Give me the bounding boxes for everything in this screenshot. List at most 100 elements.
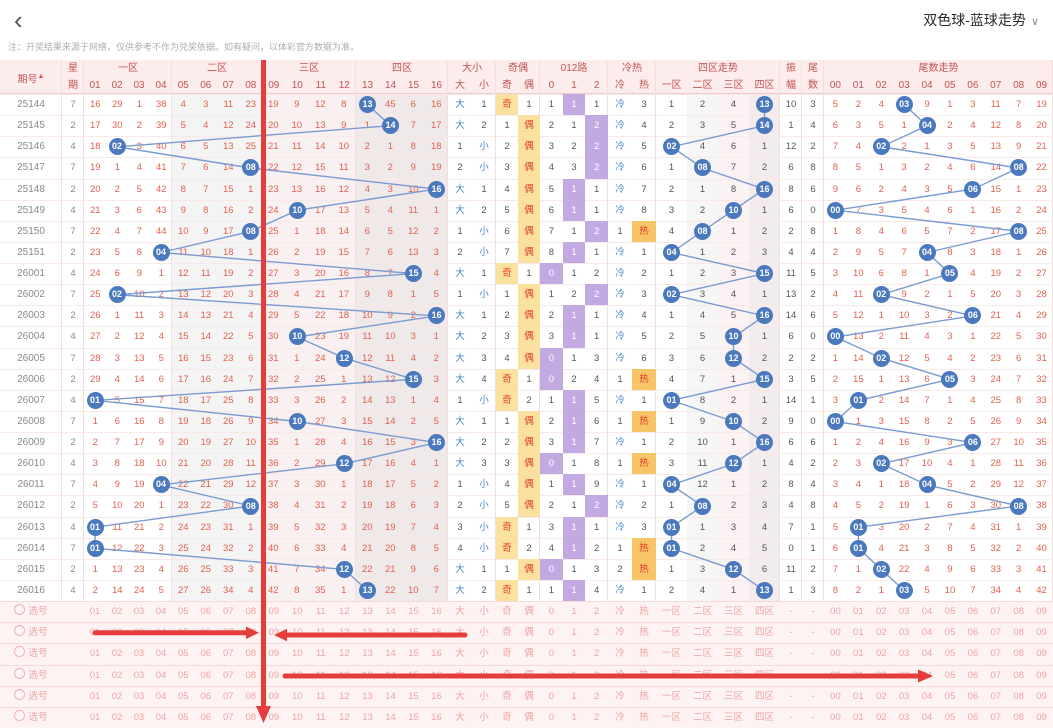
pick-option-tails[interactable]: 05 <box>944 711 956 723</box>
pick-option-quarter[interactable]: 一区 <box>661 606 681 618</box>
pick-option-tails[interactable]: 05 <box>944 606 956 618</box>
pick-option-tails[interactable]: 01 <box>853 711 864 723</box>
pick-radio-icon[interactable] <box>14 709 26 721</box>
pick-option-z3[interactable]: 12 <box>338 648 350 660</box>
pick-option-z1[interactable]: 01 <box>89 669 101 681</box>
pick-option-z4[interactable]: 16 <box>431 648 442 660</box>
pick-option-tails[interactable]: 01 <box>853 627 864 639</box>
pick-option-z2[interactable]: 06 <box>200 606 212 618</box>
pick-option-z4[interactable]: 15 <box>408 711 419 723</box>
pick-option-tails[interactable]: 00 <box>830 627 841 639</box>
pick-option-path[interactable]: 1 <box>571 648 577 660</box>
pick-option-z1[interactable]: 02 <box>111 711 123 723</box>
pick-option-size[interactable]: 小 <box>479 711 489 723</box>
pick-option-tails[interactable]: 08 <box>1013 627 1024 639</box>
pick-option-z1[interactable]: 03 <box>133 648 145 660</box>
pick-option-quarter[interactable]: 二区 <box>692 711 712 723</box>
pick-option-quarter[interactable]: 一区 <box>661 690 681 702</box>
pick-option-z4[interactable]: 15 <box>408 627 419 639</box>
pick-option-tails[interactable]: 09 <box>1036 669 1047 681</box>
pick-option-z2[interactable]: 05 <box>177 690 189 702</box>
pick-option-quarter[interactable]: 三区 <box>723 627 743 639</box>
pick-option-z1[interactable]: 04 <box>155 711 167 723</box>
pick-option-z2[interactable]: 05 <box>177 606 189 618</box>
pick-row-label[interactable]: 选号 <box>0 622 62 643</box>
pick-option-path[interactable]: 2 <box>594 648 600 660</box>
pick-option-tails[interactable]: 08 <box>1013 669 1024 681</box>
pick-option-z1[interactable]: 02 <box>111 648 123 660</box>
pick-option-tails[interactable]: 02 <box>875 648 887 660</box>
pick-option-parity[interactable]: 偶 <box>524 669 534 681</box>
pick-option-tails[interactable]: 03 <box>898 669 910 681</box>
pick-row-label[interactable]: 选号 <box>0 665 62 686</box>
pick-option-tails[interactable]: 07 <box>990 648 1002 660</box>
pick-option-z4[interactable]: 15 <box>408 690 419 702</box>
pick-radio-icon[interactable] <box>14 667 26 679</box>
pick-option-tails[interactable]: 04 <box>921 711 933 723</box>
pick-option-quarter[interactable]: 二区 <box>692 648 712 660</box>
pick-option-size[interactable]: 大 <box>455 606 465 618</box>
pick-option-z1[interactable]: 04 <box>155 690 167 702</box>
pick-option-z3[interactable]: 09 <box>268 690 280 702</box>
pick-option-z2[interactable]: 07 <box>222 690 234 702</box>
pick-option-z1[interactable]: 02 <box>111 690 123 702</box>
pick-option-parity[interactable]: 奇 <box>502 690 512 702</box>
pick-option-quarter[interactable]: 一区 <box>661 627 681 639</box>
pick-option-z4[interactable]: 13 <box>362 711 373 723</box>
pick-option-size[interactable]: 小 <box>479 690 489 702</box>
pick-option-quarter[interactable]: 二区 <box>692 606 712 618</box>
pick-option-z1[interactable]: 03 <box>133 606 145 618</box>
pick-option-z3[interactable]: 10 <box>291 606 303 618</box>
pick-option-size[interactable]: 大 <box>455 690 465 702</box>
pick-option-quarter[interactable]: 四区 <box>754 711 774 723</box>
pick-option-path[interactable]: 1 <box>571 606 577 618</box>
pick-option-tails[interactable]: 00 <box>830 606 841 618</box>
pick-row-label[interactable]: 选号 <box>0 707 62 728</box>
pick-option-path[interactable]: 1 <box>571 669 577 681</box>
pick-option-tails[interactable]: 03 <box>898 711 910 723</box>
pick-option-z2[interactable]: 05 <box>177 711 189 723</box>
pick-option-tails[interactable]: 08 <box>1013 606 1024 618</box>
pick-option-quarter[interactable]: 四区 <box>754 627 774 639</box>
pick-option-z2[interactable]: 05 <box>177 669 189 681</box>
pick-option-tails[interactable]: 05 <box>944 690 956 702</box>
pick-option-z4[interactable]: 16 <box>431 711 442 723</box>
pick-option-z4[interactable]: 16 <box>431 606 442 618</box>
pick-option-z1[interactable]: 03 <box>133 669 145 681</box>
pick-option-z4[interactable]: 16 <box>431 669 442 681</box>
pick-option-z3[interactable]: 12 <box>338 711 350 723</box>
pick-option-temp[interactable]: 热 <box>639 669 649 681</box>
pick-option-tails[interactable]: 07 <box>990 627 1002 639</box>
pick-option-quarter[interactable]: 三区 <box>723 711 743 723</box>
pick-option-size[interactable]: 大 <box>455 711 465 723</box>
pick-option-tails[interactable]: 02 <box>875 711 887 723</box>
pick-option-parity[interactable]: 偶 <box>524 711 534 723</box>
pick-option-quarter[interactable]: 一区 <box>661 711 681 723</box>
pick-option-quarter[interactable]: 三区 <box>723 669 743 681</box>
pick-option-temp[interactable]: 热 <box>639 606 649 618</box>
pick-option-z3[interactable]: 11 <box>315 711 326 723</box>
pick-option-z3[interactable]: 10 <box>291 648 303 660</box>
pick-option-quarter[interactable]: 一区 <box>661 669 681 681</box>
pick-option-tails[interactable]: 06 <box>967 669 979 681</box>
pick-option-z3[interactable]: 10 <box>291 669 303 681</box>
pick-option-tails[interactable]: 05 <box>944 669 956 681</box>
pick-option-z2[interactable]: 05 <box>177 627 189 639</box>
pick-row-label[interactable]: 选号 <box>0 643 62 664</box>
pick-option-z3[interactable]: 10 <box>291 690 303 702</box>
pick-option-quarter[interactable]: 三区 <box>723 606 743 618</box>
header-issue-sort[interactable]: 期号▲ <box>17 73 45 86</box>
pick-option-tails[interactable]: 08 <box>1013 648 1024 660</box>
pick-option-z1[interactable]: 01 <box>89 606 101 618</box>
pick-option-z3[interactable]: 11 <box>315 648 326 660</box>
pick-option-parity[interactable]: 奇 <box>502 711 512 723</box>
pick-option-z1[interactable]: 04 <box>155 606 167 618</box>
pick-option-quarter[interactable]: 二区 <box>692 669 712 681</box>
pick-option-path[interactable]: 0 <box>548 606 554 618</box>
pick-option-tails[interactable]: 00 <box>830 711 841 723</box>
pick-option-tails[interactable]: 05 <box>944 627 956 639</box>
pick-option-z4[interactable]: 13 <box>362 648 373 660</box>
pick-option-temp[interactable]: 冷 <box>615 711 625 723</box>
pick-option-z2[interactable]: 08 <box>245 711 257 723</box>
pick-option-quarter[interactable]: 四区 <box>754 669 774 681</box>
